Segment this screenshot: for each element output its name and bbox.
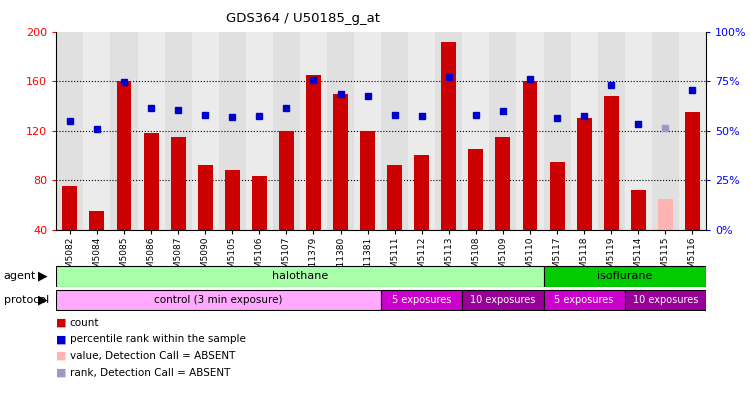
Bar <box>306 75 321 230</box>
Bar <box>409 32 436 230</box>
Bar <box>170 137 185 230</box>
Bar <box>110 32 137 230</box>
Bar <box>381 289 463 310</box>
Bar <box>83 32 110 230</box>
Bar <box>252 177 267 230</box>
Bar <box>327 32 354 230</box>
Text: rank, Detection Call = ABSENT: rank, Detection Call = ABSENT <box>70 367 231 378</box>
Bar <box>463 32 490 230</box>
Text: 5 exposures: 5 exposures <box>392 295 451 305</box>
Bar <box>116 81 131 230</box>
Bar <box>143 133 158 230</box>
Bar <box>333 93 348 230</box>
Bar <box>469 149 484 230</box>
Bar <box>354 32 381 230</box>
Bar <box>273 32 300 230</box>
Bar <box>56 289 381 310</box>
Bar <box>381 32 409 230</box>
Bar <box>496 137 511 230</box>
Text: isoflurane: isoflurane <box>597 271 653 281</box>
Bar <box>631 190 646 230</box>
Bar <box>523 81 538 230</box>
Bar <box>219 32 246 230</box>
Bar <box>56 266 544 287</box>
Bar <box>685 112 700 230</box>
Bar <box>62 187 77 230</box>
Text: ■: ■ <box>56 318 67 328</box>
Bar <box>544 32 571 230</box>
Bar <box>652 32 679 230</box>
Bar <box>415 155 429 230</box>
Bar <box>490 32 517 230</box>
Bar <box>164 32 192 230</box>
Bar <box>604 96 619 230</box>
Text: 5 exposures: 5 exposures <box>554 295 614 305</box>
Bar <box>658 199 673 230</box>
Bar <box>598 32 625 230</box>
Bar <box>571 32 598 230</box>
Bar <box>442 42 457 230</box>
Text: count: count <box>70 318 99 328</box>
Bar <box>360 131 375 230</box>
Text: control (3 min exposure): control (3 min exposure) <box>155 295 283 305</box>
Text: ■: ■ <box>56 334 67 345</box>
Bar <box>225 170 240 230</box>
Text: ■: ■ <box>56 367 67 378</box>
Bar <box>279 131 294 230</box>
Bar <box>625 32 652 230</box>
Text: ■: ■ <box>56 351 67 361</box>
Bar <box>198 165 213 230</box>
Bar <box>56 32 83 230</box>
Text: agent: agent <box>4 271 36 281</box>
Text: 10 exposures: 10 exposures <box>632 295 698 305</box>
Text: halothane: halothane <box>272 271 328 281</box>
Text: percentile rank within the sample: percentile rank within the sample <box>70 334 246 345</box>
Bar <box>625 289 706 310</box>
Bar <box>544 266 706 287</box>
Bar <box>550 162 565 230</box>
Bar <box>246 32 273 230</box>
Text: ▶: ▶ <box>38 293 47 307</box>
Text: protocol: protocol <box>4 295 49 305</box>
Bar <box>388 165 402 230</box>
Text: ▶: ▶ <box>38 270 47 283</box>
Bar <box>544 289 625 310</box>
Text: 10 exposures: 10 exposures <box>470 295 535 305</box>
Bar <box>517 32 544 230</box>
Bar <box>577 118 592 230</box>
Bar <box>192 32 219 230</box>
Bar <box>463 289 544 310</box>
Text: GDS364 / U50185_g_at: GDS364 / U50185_g_at <box>226 12 380 25</box>
Bar <box>300 32 327 230</box>
Bar <box>679 32 706 230</box>
Bar <box>89 211 104 230</box>
Bar <box>137 32 164 230</box>
Bar <box>436 32 463 230</box>
Text: value, Detection Call = ABSENT: value, Detection Call = ABSENT <box>70 351 235 361</box>
